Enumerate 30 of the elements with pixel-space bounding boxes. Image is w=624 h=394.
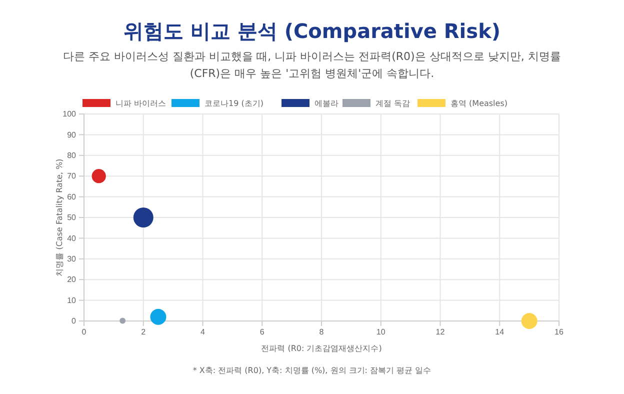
- x-tick-label: 4: [200, 328, 206, 337]
- y-axis-title: 치명률 (Case Fatality Rate, %): [55, 158, 64, 276]
- x-tick-label: 16: [554, 328, 564, 337]
- x-axis-title: 전파력 (R0: 기초감염재생산지수): [261, 344, 382, 353]
- chart-subtitle: 다른 주요 바이러스성 질환과 비교했을 때, 니파 바이러스는 전파력(R0)은 상대적으로 낮지만, 치명률 (CFR)은 매우 높은 '고위험 병원체'군에 속합니다.: [63, 50, 561, 80]
- legend-label: 니파 바이러스: [116, 99, 166, 108]
- x-tick-label: 12: [436, 328, 446, 337]
- legend-label: 계절 독감: [376, 99, 410, 108]
- y-tick-label: 20: [67, 275, 77, 284]
- x-tick-label: 8: [319, 328, 324, 337]
- x-tick-label: 0: [82, 328, 87, 337]
- y-tick-label: 40: [67, 234, 77, 243]
- y-tick-label: 50: [67, 213, 77, 222]
- x-tick-label: 2: [141, 328, 146, 337]
- y-tick-label: 80: [67, 150, 77, 160]
- y-tick-label: 10: [67, 296, 77, 305]
- x-tick-label: 14: [495, 328, 505, 337]
- y-tick-label: 30: [67, 254, 77, 264]
- y-tick-label: 100: [62, 110, 77, 119]
- legend-label: 코로나19 (초기): [204, 99, 264, 108]
- y-tick-label: 90: [67, 130, 77, 140]
- y-tick-label: 60: [67, 192, 77, 202]
- legend-label: 홍역 (Measles): [450, 99, 508, 108]
- y-tick-label: 70: [67, 172, 77, 181]
- x-tick-label: 6: [260, 328, 265, 337]
- text: * X축: 전파력 (R0), Y축: 치명률 (%), 원의 크기: 잠복기 평균 일수: [192, 366, 432, 375]
- chart-title: 위험도 비교 분석 (Comparative Risk): [123, 19, 501, 43]
- y-tick-label: 0: [72, 316, 77, 326]
- legend-label: 에볼라: [314, 99, 338, 108]
- x-tick-label: 10: [376, 328, 386, 337]
